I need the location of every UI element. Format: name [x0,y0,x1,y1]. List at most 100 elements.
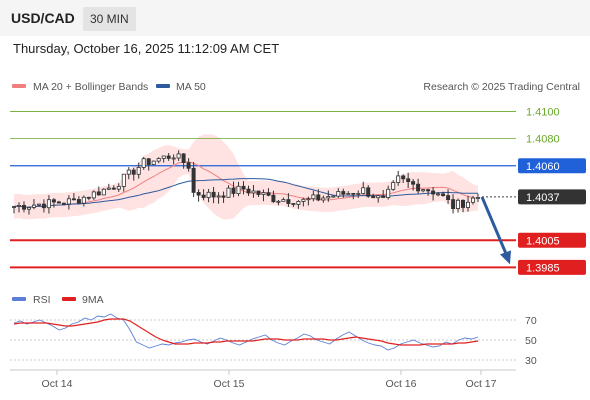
candle-body [201,194,206,198]
candle [141,156,146,170]
candle [346,191,351,195]
candle-body [361,187,366,194]
price-labels: 1.4100 1.4080 1.4060 1.4037 1.4005 1.3985 [518,107,586,275]
candle [181,153,186,169]
candle-body [470,197,475,203]
candle [381,189,386,198]
level-label: 1.4037 [526,192,560,204]
candle-body [116,186,121,190]
candle [301,197,306,207]
candle [296,200,301,209]
timeframe-button[interactable]: 30 MIN [83,7,136,31]
candle-body [231,187,236,194]
header-bar: USD/CAD 30 MIN [0,0,590,36]
candle [231,181,236,198]
candle-body [411,181,416,185]
level-label: 1.4080 [526,134,560,146]
candle-body [261,192,266,195]
candle [41,199,46,213]
candle-body [186,162,191,169]
candle [326,190,331,202]
level-label-bg [518,189,586,205]
candle [51,198,56,208]
candle-body [286,199,291,204]
candle [376,194,381,203]
candle-body [460,199,465,208]
candle-body [16,204,21,207]
candle-body [371,195,376,199]
candle [216,192,221,204]
candle-body [121,173,126,187]
candle-body [226,187,231,198]
bollinger-band-fill [14,134,478,220]
candle-body [181,153,186,163]
candle [131,167,136,181]
candle-body [336,191,341,197]
candle-body [436,193,441,196]
candle-body [446,195,451,201]
rsi-ma-legend-swatch [62,297,76,301]
candle [46,195,51,214]
candle-body [32,204,37,208]
candle [236,181,241,197]
candle [56,200,61,204]
candle-body [76,199,81,204]
candle [201,189,206,201]
level-label-bg [518,232,586,248]
candle [356,190,361,198]
forecast-arrow-shaft [480,196,510,259]
ma50-legend-swatch [156,84,170,88]
candle-body [416,183,421,192]
candle-body [406,178,411,183]
candle [281,197,286,202]
candle-body [236,185,241,195]
candle [256,190,261,197]
candles [11,150,480,215]
level-label: 1.4100 [526,107,560,119]
candle [146,158,151,171]
candle-body [465,201,470,208]
rsi-tick-label: 30 [525,355,537,367]
ma20-legend-swatch [12,84,26,88]
candle [121,173,126,192]
candle-body [36,203,41,206]
candle-body [166,155,171,159]
candle [286,193,291,208]
level-lines [10,111,516,269]
candle-body [156,158,161,162]
candle-body [281,199,286,202]
candle-body [251,190,256,194]
candle-body [351,192,356,195]
candle-body [346,192,351,195]
candle [436,191,441,197]
candle-body [475,197,480,199]
rsi-panel: 70 50 30 [10,313,537,367]
candle [366,185,371,198]
candle-body [161,155,166,159]
candle [311,190,316,202]
rsi-ma-legend-label: 9MA [82,294,104,306]
candle [470,195,475,205]
candle-body [61,202,66,205]
candle [331,195,336,198]
candle-body [216,195,221,198]
level-label: 1.4060 [526,161,560,173]
candle-body [341,191,346,195]
candle-body [266,192,271,196]
candle-body [211,191,216,198]
candle [126,167,131,180]
candle [221,191,226,203]
ma20-legend-label: MA 20 + Bollinger Bands [33,81,148,93]
candle-body [86,196,91,199]
candle [32,199,37,210]
candle [76,196,81,204]
candle [36,203,41,207]
candle-body [396,175,401,183]
candle [101,188,106,196]
candle [196,189,201,202]
rsi-tick-label: 50 [525,335,537,347]
candle [446,189,451,204]
candle-body [316,194,321,201]
candle-body [131,169,136,175]
